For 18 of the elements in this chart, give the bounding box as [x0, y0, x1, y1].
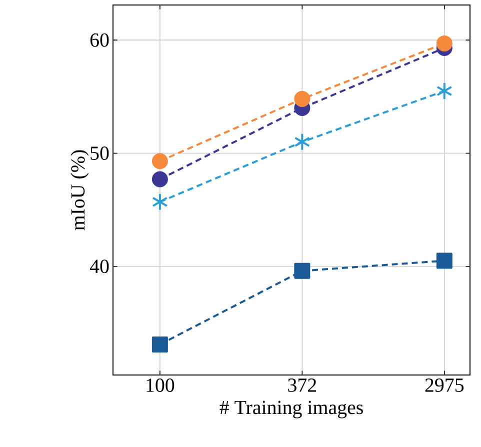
x-tick-label: 100: [146, 378, 174, 392]
y-tick-label: 40: [90, 260, 109, 274]
x-tick-label: 372: [288, 378, 316, 392]
point: [294, 90, 310, 107]
y-tick-label: 60: [90, 33, 109, 47]
point: [436, 35, 452, 52]
point: [152, 171, 168, 188]
point: [152, 336, 168, 352]
point: [294, 262, 310, 279]
x-tick-label: 2975: [425, 378, 464, 392]
point: [436, 82, 452, 100]
point: [294, 132, 310, 151]
point: [436, 252, 452, 269]
point: [152, 153, 168, 170]
y-axis-title: mIoU (%): [70, 150, 89, 230]
x-axis-title: # Training images: [220, 400, 363, 418]
point: [152, 192, 168, 211]
y-tick-label: 50: [90, 146, 109, 160]
